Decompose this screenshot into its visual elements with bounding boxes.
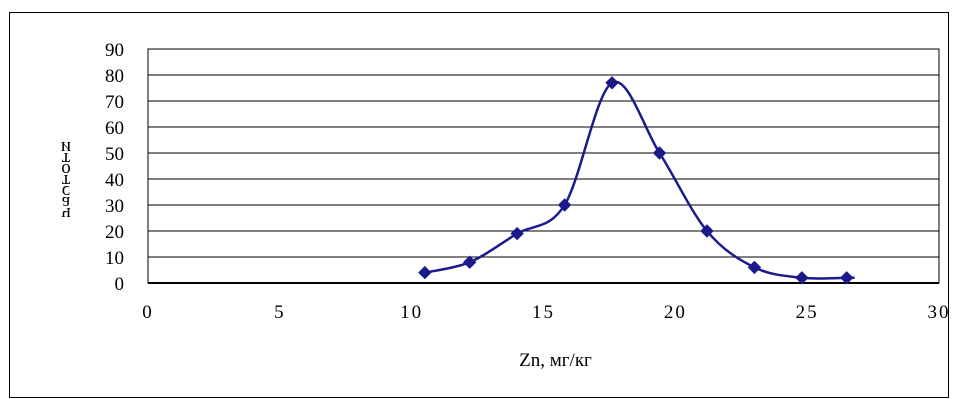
- x-tick-label: 25: [796, 302, 819, 323]
- data-point-marker: [605, 76, 619, 90]
- y-tick-label: 60: [105, 118, 124, 139]
- data-point-marker: [840, 271, 854, 285]
- y-tick-label: 0: [115, 274, 125, 295]
- y-tick-label: 10: [105, 248, 124, 269]
- y-tick-label: 20: [105, 222, 124, 243]
- data-point-marker: [700, 224, 714, 238]
- data-point-marker: [557, 198, 572, 212]
- plot-border: [147, 48, 940, 284]
- y-axis-title-char: т: [62, 148, 71, 169]
- series-layer: [418, 76, 855, 285]
- y-axis-title-char: о: [61, 159, 71, 180]
- x-tick-label: 20: [664, 302, 687, 323]
- data-point-marker: [510, 226, 524, 241]
- y-tick-label: 70: [105, 92, 124, 113]
- y-axis-title-char: ч: [61, 203, 71, 224]
- y-tick-label: 80: [105, 66, 124, 87]
- data-point-marker: [418, 265, 432, 280]
- x-tick-label: 10: [400, 302, 423, 323]
- x-tick-label: 0: [142, 302, 154, 323]
- x-tick-label: 30: [928, 302, 951, 323]
- y-tick-label: 50: [105, 144, 124, 165]
- data-point-marker: [462, 255, 477, 269]
- x-tick-label: 5: [274, 302, 286, 323]
- y-tick-label: 40: [105, 170, 124, 191]
- y-axis-title-char: а: [62, 192, 71, 213]
- y-tick-label: 30: [105, 196, 124, 217]
- y-axis-title-char: т: [62, 170, 71, 191]
- data-point-marker: [652, 146, 667, 160]
- y-axis-title-char: и: [61, 137, 71, 158]
- plot-area: [147, 48, 940, 284]
- data-point-marker: [747, 260, 762, 275]
- x-tick-label: 15: [532, 302, 555, 323]
- y-tick-labels: 0 10 20 30 40 50 60 70 80 90: [105, 40, 124, 295]
- y-tick-label: 90: [105, 40, 124, 61]
- x-axis-title: Zn, мг/кг: [519, 350, 592, 371]
- y-axis-title-char: с: [62, 181, 70, 202]
- data-point-marker: [795, 271, 809, 285]
- x-tick-labels: 0 5 10 15 20 25 30: [142, 302, 951, 323]
- gridlines: [148, 48, 939, 258]
